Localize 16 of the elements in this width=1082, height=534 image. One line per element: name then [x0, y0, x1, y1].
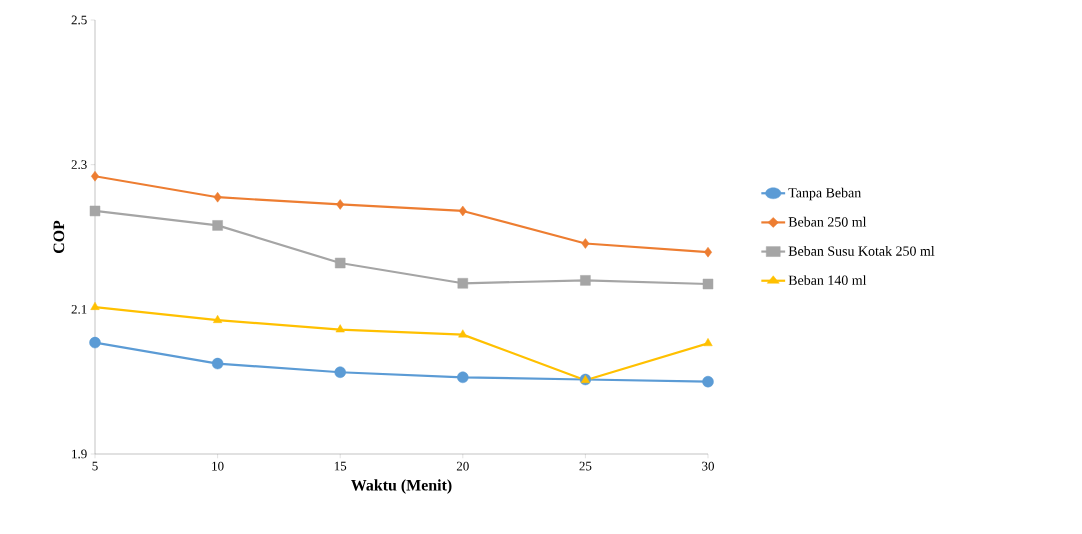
- legend-label: Beban 250 ml: [788, 216, 867, 227]
- y-axis-title: COP: [53, 220, 65, 254]
- x-tick-label: 30: [702, 461, 714, 471]
- x-tick-label: 20: [456, 461, 469, 471]
- legend-label: Beban 140 ml: [788, 275, 867, 285]
- y-tick-label: 2.1: [71, 304, 87, 314]
- y-tick-label: 2.3: [71, 160, 87, 170]
- x-tick-label: 25: [579, 461, 592, 471]
- x-tick-label: 10: [212, 461, 224, 471]
- legend-label: Tanpa Beban: [788, 187, 862, 201]
- y-tick-label: 2.5: [71, 15, 87, 25]
- x-tick-label: 5: [92, 461, 98, 471]
- legend-label: Beban Susu Kotak 250 ml: [788, 245, 935, 256]
- x-axis-title: Waktu (Menit): [351, 479, 452, 494]
- y-tick-label: 1.9: [72, 449, 87, 459]
- x-tick-label: 15: [334, 461, 347, 471]
